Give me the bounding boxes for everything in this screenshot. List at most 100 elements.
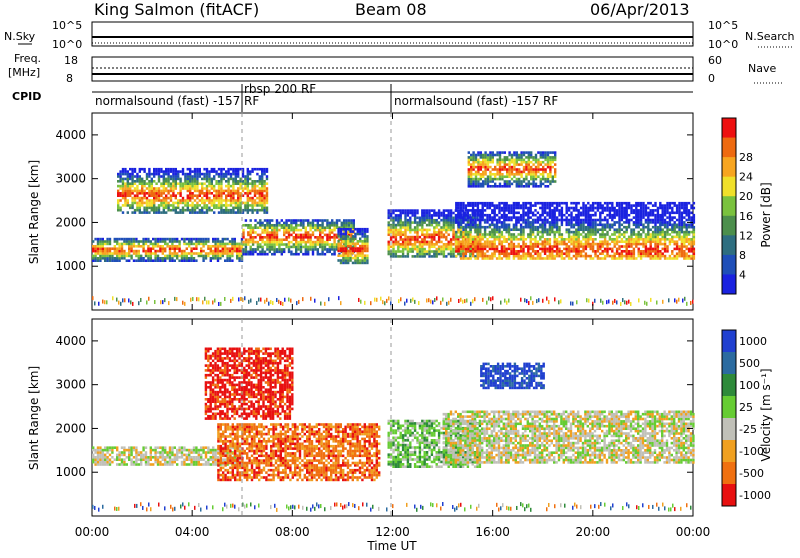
power-cell: [222, 208, 225, 212]
power-cell: [222, 167, 225, 171]
power-cell: [527, 211, 530, 215]
power-cell: [184, 177, 187, 181]
power-cell: [656, 254, 660, 258]
power-cell: [186, 187, 189, 190]
power-cell: [483, 245, 487, 248]
power-cell: [150, 180, 153, 183]
power-cell: [155, 187, 158, 190]
power-cell: [256, 233, 260, 237]
power-cell: [548, 250, 552, 253]
power-cell: [666, 204, 669, 207]
power-cell: [654, 240, 657, 243]
power-cell: [401, 238, 405, 241]
power-cell: [389, 255, 393, 258]
power-cell: [204, 242, 208, 246]
power-cell: [668, 257, 672, 260]
power-cell: [510, 165, 514, 169]
power-cell: [603, 201, 607, 205]
power-cell: [596, 242, 600, 246]
power-cell: [687, 247, 691, 251]
power-cell: [343, 219, 346, 222]
power-cell: [668, 240, 672, 243]
power-cell: [205, 189, 209, 193]
power-cell: [510, 209, 513, 212]
power-cell: [671, 230, 674, 234]
power-cell: [292, 243, 295, 246]
power-cell: [671, 250, 674, 253]
power-cell: [484, 153, 487, 157]
power-cell: [177, 177, 180, 181]
power-cell: [623, 233, 626, 236]
power-cell: [587, 230, 590, 234]
power-cell: [363, 235, 367, 238]
power-cell: [476, 216, 479, 220]
power-cell: [387, 247, 390, 251]
power-cell: [656, 211, 660, 215]
power-cell: [399, 245, 402, 248]
power-cell: [178, 254, 181, 258]
power-cell: [328, 243, 331, 246]
power-cell: [186, 167, 189, 171]
power-cell: [143, 201, 146, 205]
power-cell: [397, 216, 400, 220]
power-cell: [307, 236, 310, 239]
power-cell: [625, 230, 628, 234]
power-cell: [685, 204, 688, 207]
power-cell: [447, 209, 450, 212]
power-cell: [197, 242, 200, 246]
power-cell: [539, 173, 542, 176]
power-cell: [335, 233, 339, 237]
power-cell: [692, 230, 696, 234]
power-cell: [191, 177, 194, 181]
power-cell: [437, 228, 441, 232]
power-cell: [505, 228, 508, 231]
power-cell: [560, 213, 564, 217]
power-cell: [416, 221, 419, 224]
power-cell: [498, 163, 502, 166]
power-cell: [623, 245, 626, 248]
power-cell: [214, 257, 217, 260]
power-cell: [430, 216, 434, 220]
power-cell: [548, 245, 552, 248]
power-cell: [663, 223, 667, 227]
power-cell: [237, 206, 240, 210]
power-cell: [433, 214, 436, 217]
power-cell: [683, 225, 686, 229]
power-cell: [141, 167, 144, 171]
power-cell: [479, 163, 482, 166]
power-cell: [361, 254, 364, 257]
power-cell: [278, 221, 281, 225]
power-cell: [290, 219, 293, 222]
power-cell: [579, 228, 583, 231]
power-cell: [462, 216, 465, 219]
power-cell: [210, 182, 213, 185]
power-cell: [474, 235, 477, 239]
power-cell: [483, 228, 487, 231]
power-cell: [333, 228, 336, 232]
power-cell: [659, 252, 662, 255]
power-cell: [661, 204, 664, 207]
power-cell: [111, 257, 114, 260]
power-cell: [164, 259, 167, 262]
power-cell: [486, 218, 489, 222]
power-cell: [594, 211, 597, 215]
power-cell: [642, 211, 645, 215]
power-cell: [649, 242, 652, 246]
power-cell: [647, 201, 650, 205]
power-cell: [500, 230, 504, 234]
power-cell: [413, 255, 417, 258]
power-cell: [247, 238, 250, 241]
power-cell: [522, 177, 526, 181]
power-cell: [632, 242, 636, 246]
power-cell: [342, 256, 345, 260]
power-cell: [172, 167, 175, 171]
power-cell: [152, 242, 155, 246]
power-cell: [121, 182, 125, 185]
power-cell: [423, 233, 426, 236]
power-cell: [152, 237, 155, 241]
power-cell: [435, 226, 438, 229]
power-cell: [356, 240, 359, 243]
power-cell: [452, 255, 455, 258]
power-cell: [186, 208, 189, 212]
power-cell: [486, 201, 489, 205]
